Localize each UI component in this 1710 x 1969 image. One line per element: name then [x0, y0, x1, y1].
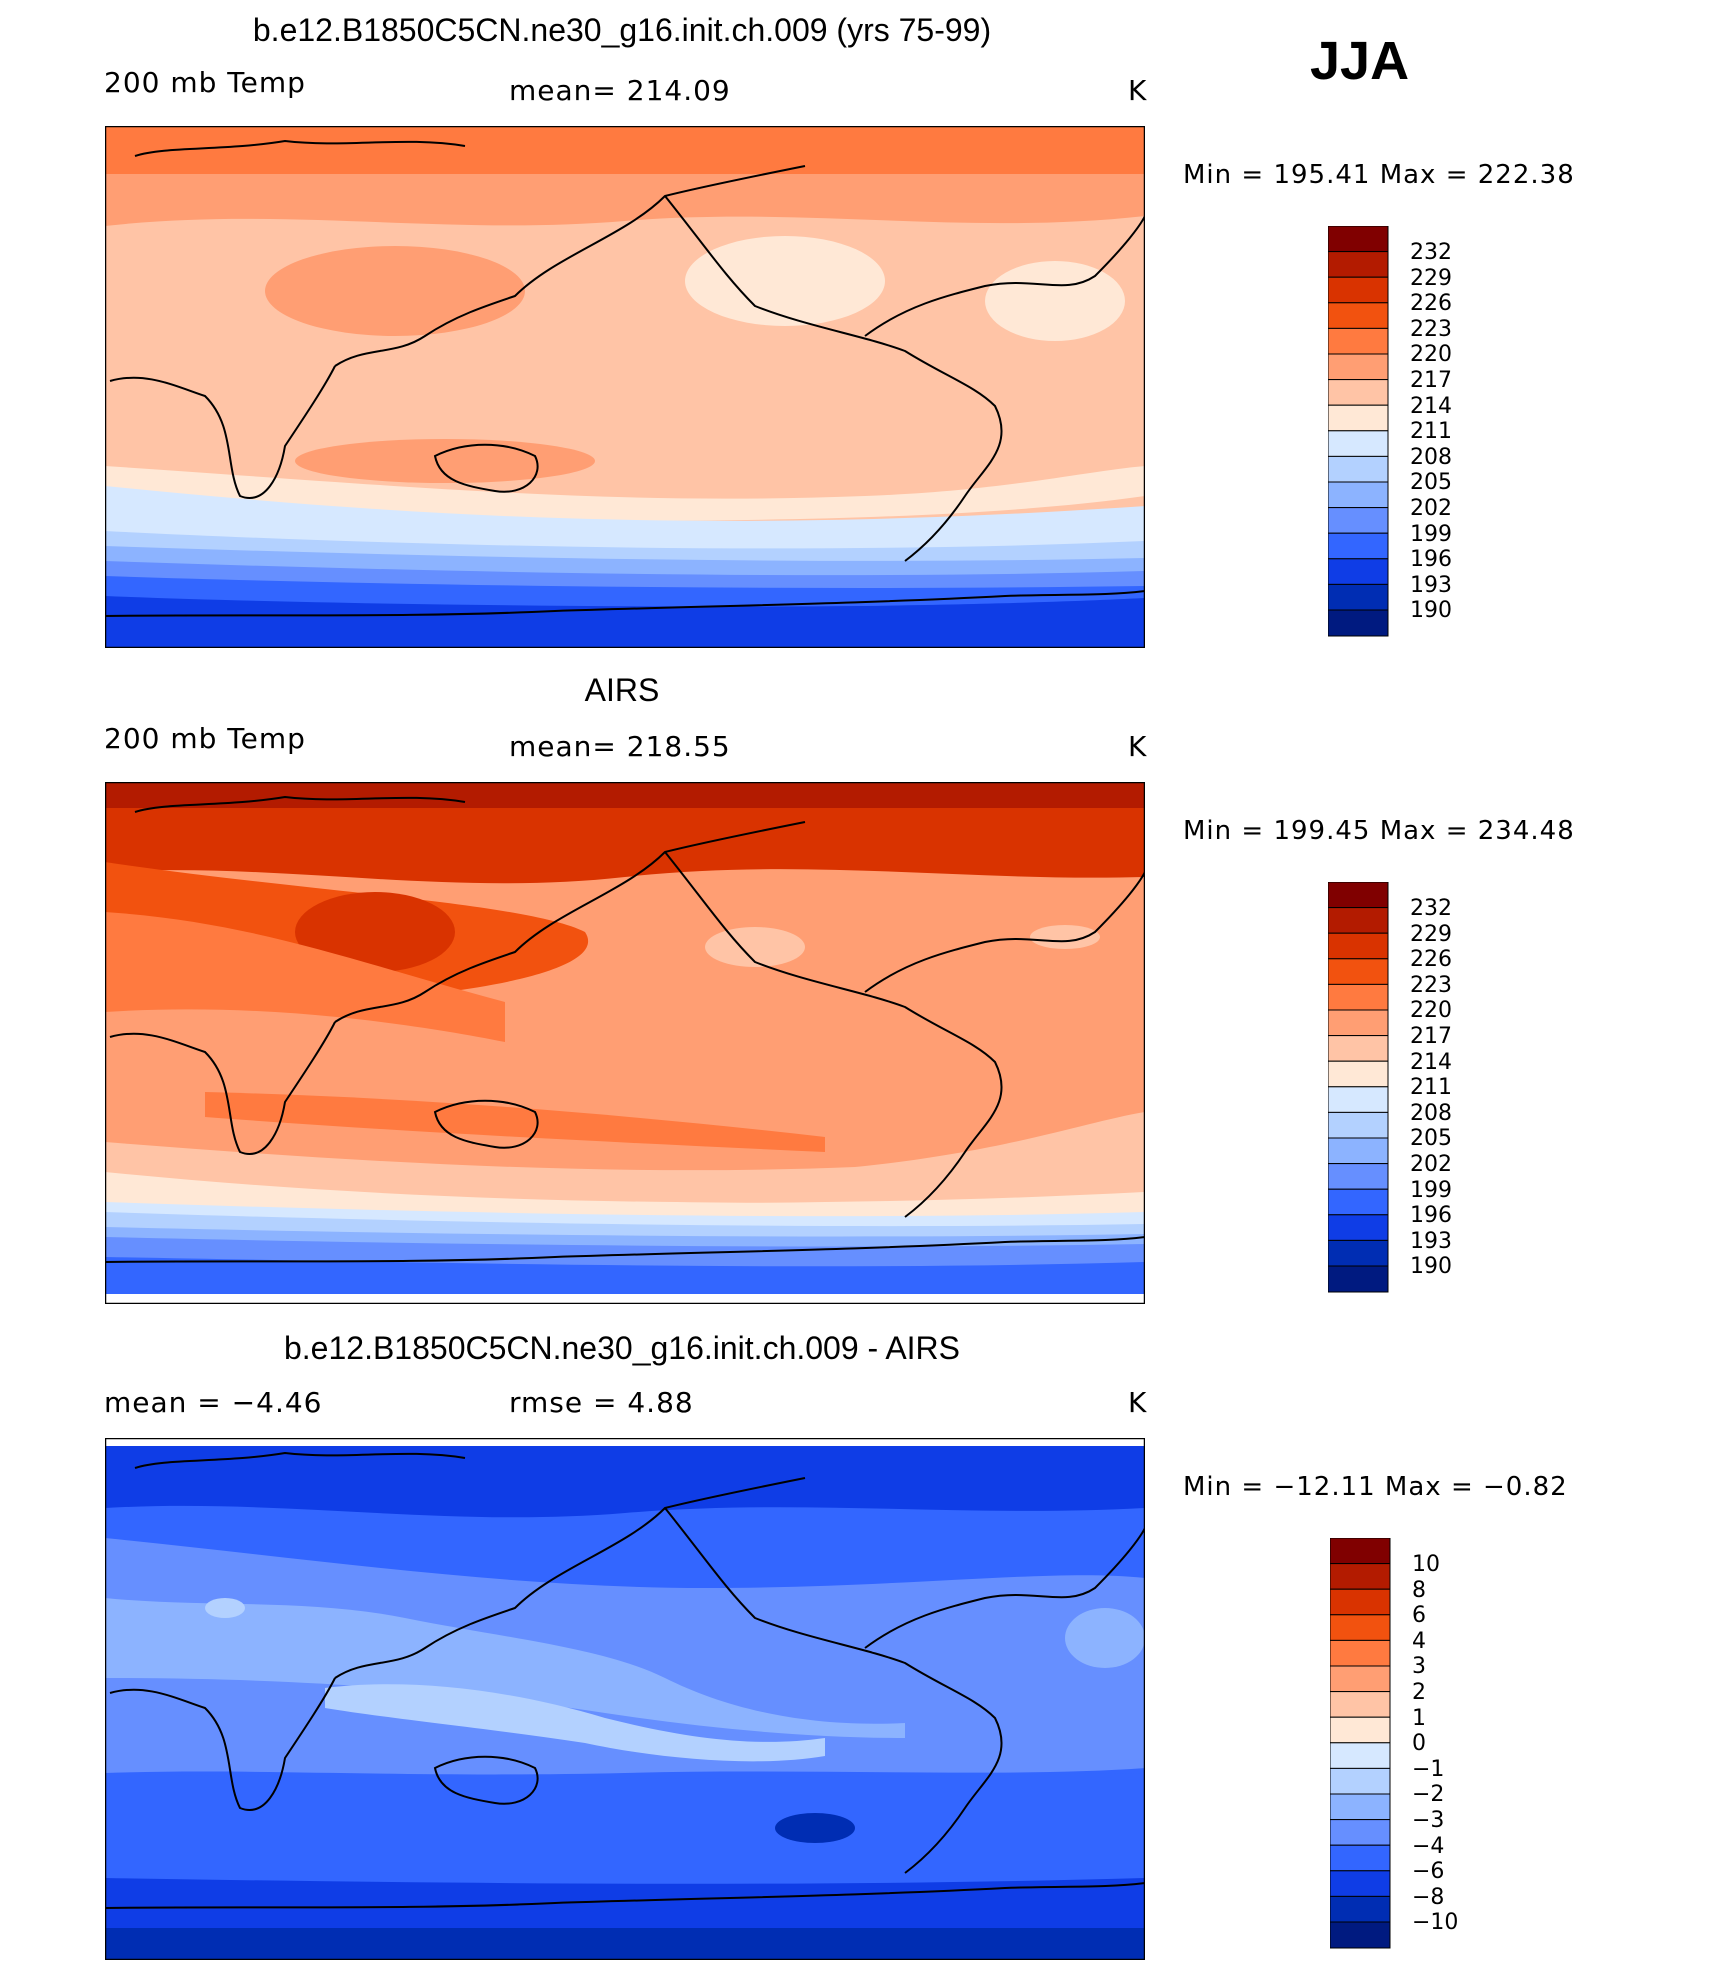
panel2-cb-label: 232 — [1410, 896, 1452, 921]
panel1-map — [105, 126, 1145, 648]
panel1-cb-label: 214 — [1410, 393, 1452, 419]
panel3-coastlines — [105, 1451, 1145, 1909]
panel2-cb-label: 226 — [1410, 947, 1452, 973]
panel2-cb-label: 193 — [1410, 1228, 1452, 1254]
panel1-cb-label: 217 — [1410, 368, 1452, 393]
panel3-cb-label: 1 — [1412, 1705, 1426, 1731]
panel2-coastlines — [105, 795, 1145, 1263]
panel1-temperature-field — [105, 126, 1145, 648]
panel3-colorbar-swatches — [1330, 1538, 1391, 1949]
panel3-map — [105, 1438, 1145, 1960]
panel2-minmax: Min = 199.45 Max = 234.48 — [1183, 816, 1575, 846]
panel2-cb-label: 196 — [1410, 1203, 1452, 1229]
panel3-mean-label: mean = −4.46 — [104, 1386, 323, 1419]
panel3-colorbar — [1330, 1538, 1391, 1949]
panel1-mean-label: mean= 214.09 — [509, 74, 731, 107]
panel1-title: b.e12.B1850C5CN.ne30_g16.init.ch.009 (yr… — [252, 12, 992, 48]
panel3-cb-label: −10 — [1412, 1910, 1459, 1936]
panel3-cb-label: −2 — [1412, 1782, 1445, 1808]
panel2-cb-label: 199 — [1410, 1177, 1452, 1203]
panel2-cb-label: 202 — [1410, 1152, 1452, 1177]
panel3-cb-label: 3 — [1412, 1654, 1426, 1680]
panel2-variable-label: 200 mb Temp — [104, 722, 306, 755]
panel3-cb-label: 8 — [1412, 1577, 1426, 1603]
panel1-colorbar-swatches — [1328, 226, 1389, 637]
panel2-cb-label: 217 — [1410, 1024, 1452, 1049]
panel3-cb-label: −3 — [1412, 1808, 1445, 1833]
panel1-cb-label: 190 — [1410, 598, 1452, 624]
panel3-cb-label: −8 — [1412, 1884, 1445, 1910]
panel2-cb-label: 190 — [1410, 1254, 1452, 1280]
panel3-cb-label: 10 — [1412, 1552, 1440, 1577]
panel3-units: K — [1128, 1386, 1148, 1419]
panel3-cb-label: 2 — [1412, 1680, 1426, 1705]
panel1-cb-label: 229 — [1410, 265, 1452, 291]
panel1-cb-label: 202 — [1410, 496, 1452, 521]
season-label: JJA — [1310, 31, 1410, 91]
panel3-cb-label: 0 — [1412, 1731, 1426, 1757]
panel1-cb-label: 205 — [1410, 470, 1452, 496]
panel3-cb-label: 6 — [1412, 1603, 1426, 1629]
panel1-cb-label: 220 — [1410, 342, 1452, 368]
panel1-units: K — [1128, 74, 1148, 107]
panel3-cb-label: −1 — [1412, 1756, 1445, 1782]
panel1-cb-label: 226 — [1410, 291, 1452, 317]
panel2-cb-label: 208 — [1410, 1100, 1452, 1126]
panel2-cb-label: 229 — [1410, 921, 1452, 947]
panel3-title: b.e12.B1850C5CN.ne30_g16.init.ch.009 - A… — [283, 1330, 960, 1366]
panel1-minmax: Min = 195.41 Max = 222.38 — [1183, 160, 1575, 190]
panel3-cb-label: −6 — [1412, 1859, 1445, 1885]
panel1-colorbar — [1328, 226, 1389, 637]
panel2-mean-label: mean= 218.55 — [509, 730, 731, 763]
panel3-cb-label: −4 — [1412, 1833, 1445, 1859]
panel2-temperature-field — [105, 782, 1145, 1304]
panel3-minmax: Min = −12.11 Max = −0.82 — [1183, 1472, 1568, 1502]
panel2-cb-label: 214 — [1410, 1049, 1452, 1075]
panel3-cb-label: 4 — [1412, 1628, 1426, 1654]
panel2-cb-label: 220 — [1410, 998, 1452, 1024]
panel2-title: AIRS — [584, 672, 660, 708]
panel3-rmse-label: rmse = 4.88 — [509, 1386, 694, 1419]
panel2-colorbar-swatches — [1328, 882, 1389, 1293]
panel2-cb-label: 211 — [1410, 1075, 1452, 1101]
panel1-cb-label: 208 — [1410, 444, 1452, 470]
panel1-cb-label: 211 — [1410, 419, 1452, 445]
panel2-cb-label: 205 — [1410, 1126, 1452, 1152]
panel1-cb-label: 223 — [1410, 316, 1452, 342]
panel2-units: K — [1128, 730, 1148, 763]
panel2-cb-label: 223 — [1410, 972, 1452, 998]
panel2-map — [105, 782, 1145, 1304]
panel1-coastlines — [105, 139, 1145, 617]
panel1-variable-label: 200 mb Temp — [104, 66, 306, 99]
panel1-cb-label: 196 — [1410, 547, 1452, 573]
panel1-cb-label: 232 — [1410, 240, 1452, 265]
panel1-cb-label: 199 — [1410, 521, 1452, 547]
panel1-cb-label: 193 — [1410, 572, 1452, 598]
panel2-colorbar — [1328, 882, 1389, 1293]
panel3-difference-field — [105, 1438, 1145, 1960]
